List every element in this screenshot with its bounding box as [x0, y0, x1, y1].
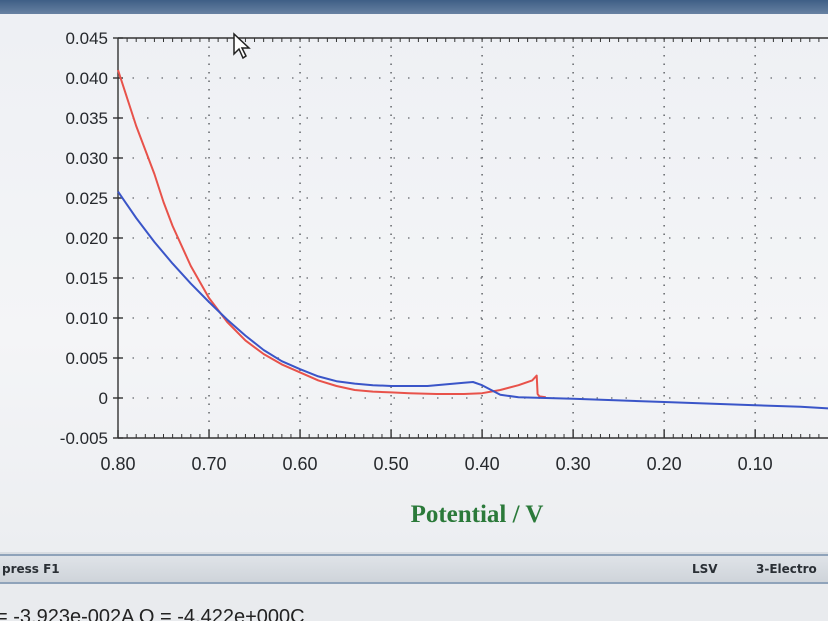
series-line-1 [117, 69, 546, 399]
y-tick-label: 0.030 [65, 149, 108, 168]
status-bar: press F1 LSV 3-Electro [0, 554, 828, 584]
chart-canvas: 0.045 0.040 0.035 0.030 0.025 0.020 0.015 0.010… [60, 29, 828, 528]
y-tick-label: 0.025 [65, 189, 108, 208]
y-tick-label: 0.040 [65, 69, 108, 88]
plot-area: 0.045 0.040 0.035 0.030 0.025 0.020 0.015 0.010… [0, 14, 828, 552]
x-tick-label: 0.80 [100, 454, 135, 474]
y-tick-label: 0 [99, 389, 108, 408]
window-title-bar [0, 0, 828, 16]
readout-bar: = -3.923e-002A Q = -4.422e+000C [0, 584, 828, 621]
y-tick-label: 0.005 [65, 349, 108, 368]
x-tick-label: 0.20 [647, 454, 682, 474]
x-axis-label: Potential / V [411, 501, 544, 528]
current-charge-readout: = -3.923e-002A Q = -4.422e+000C [0, 606, 305, 621]
y-tick-label: 0.010 [65, 309, 108, 328]
y-tick-label: 0.020 [65, 229, 108, 248]
status-mode: LSV [692, 562, 718, 576]
x-tick-label: 0.60 [283, 454, 318, 474]
series-line-2 [117, 191, 828, 410]
x-tick-label: 0.30 [556, 454, 591, 474]
x-tick-label: 0.40 [465, 454, 500, 474]
y-tick-label: 0.045 [65, 29, 108, 48]
y-tick-label: 0.035 [65, 109, 108, 128]
status-electrode: 3-Electro [756, 562, 817, 576]
x-tick-label: 0.70 [192, 454, 227, 474]
y-tick-label: 0.015 [65, 269, 108, 288]
x-tick-label: 0.10 [738, 454, 773, 474]
x-tick-label: 0.50 [374, 454, 409, 474]
y-tick-label: -0.005 [60, 429, 108, 448]
mouse-cursor-icon [233, 32, 251, 60]
status-help-text: press F1 [2, 562, 60, 576]
